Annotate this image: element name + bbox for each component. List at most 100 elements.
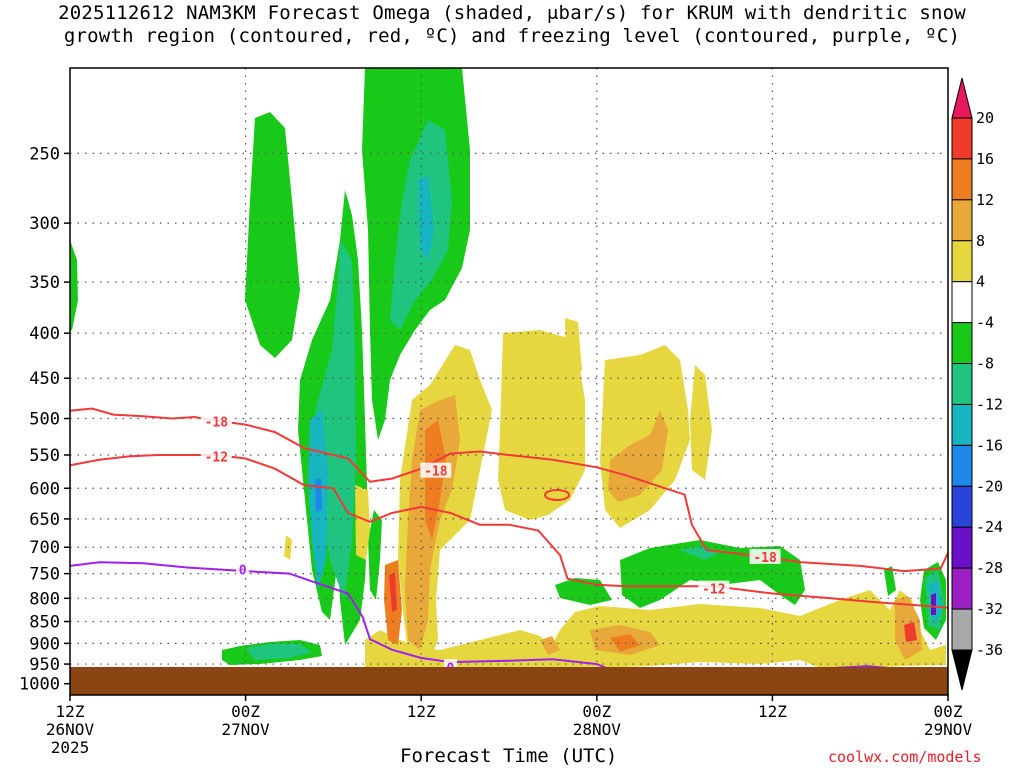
contour-label: -18	[205, 416, 229, 431]
y-tick-label: 250	[29, 144, 60, 164]
contour-label: -12	[702, 583, 725, 598]
y-tick-label: 350	[29, 273, 60, 293]
colorbar-label: 20	[976, 109, 994, 127]
colorbar-label: -8	[976, 355, 994, 373]
colorbar-label: -20	[976, 477, 1003, 495]
colorbar: 20 16 12 8 4 -4 -8 -12 -16 -20 -24 -28 -32 -36	[951, 77, 1003, 691]
omega-region-purple	[931, 593, 936, 615]
y-tick-label: 450	[29, 369, 60, 389]
contour-0	[70, 561, 612, 672]
colorbar-label: -12	[976, 395, 1003, 413]
x-tick-label: 00Z	[231, 702, 260, 721]
x-tick-label: 2025	[51, 738, 90, 757]
omega-region-yellow	[600, 345, 690, 528]
x-tick-label: 12Z	[56, 702, 85, 721]
omega-region-orange	[608, 410, 668, 502]
omega-region-yellow	[355, 485, 370, 560]
y-tick-label: 900	[29, 634, 60, 654]
contour-label-bg	[200, 413, 232, 429]
y-axis: 2503003504004505005506006507007508008509…	[19, 144, 70, 695]
colorbar-label: -28	[976, 559, 1003, 577]
colorbar-swatch	[951, 403, 973, 446]
contour-labels: -18-12-18-18-1200	[200, 413, 781, 676]
omega-region-green	[245, 112, 300, 358]
contour-label-bg	[749, 548, 781, 564]
chart-title-line-1: 2025112612 NAM3KM Forecast Omega (shaded…	[58, 2, 966, 24]
y-tick-label: 400	[29, 324, 60, 344]
omega-region-darkorange	[425, 420, 446, 540]
y-tick-label: 500	[29, 410, 60, 430]
contour-label-bg	[200, 448, 232, 464]
x-tick-label: 00Z	[582, 702, 611, 721]
colorbar-label: -36	[976, 641, 1003, 659]
colorbar-swatch	[951, 444, 973, 487]
colorbar-bottom-arrow	[951, 649, 973, 691]
colorbar-top-arrow	[951, 77, 973, 119]
colorbar-swatch	[951, 158, 973, 201]
chart-title-line-2: growth region (contoured, red, ºC) and f…	[63, 25, 961, 47]
contour-label-bg	[236, 561, 250, 577]
colorbar-swatch	[951, 363, 973, 405]
y-tick-label: 850	[29, 613, 60, 633]
y-tick-label: 950	[29, 655, 60, 675]
colorbar-label: -4	[976, 314, 994, 332]
omega-region-teal	[246, 644, 312, 660]
x-tick-label: 12Z	[758, 702, 787, 721]
omega-region-yellow	[365, 590, 946, 668]
x-tick-label: 12Z	[407, 702, 436, 721]
colorbar-label: -16	[976, 436, 1003, 454]
colorbar-label: 16	[976, 150, 994, 168]
y-tick-label: 800	[29, 589, 60, 609]
credit-link[interactable]: coolwx.com/models	[828, 748, 982, 766]
x-tick-label: 27NOV	[222, 720, 271, 739]
colorbar-label: 12	[976, 191, 994, 209]
colorbar-label: -24	[976, 518, 1003, 536]
omega-region-yellow	[565, 318, 582, 380]
contour-label: -18	[753, 551, 777, 566]
contour-small-loop	[544, 489, 570, 501]
y-tick-label: 750	[29, 565, 60, 585]
omega-region-yellow	[498, 330, 585, 520]
plot-frame	[69, 67, 949, 696]
colorbar-swatch	[951, 567, 973, 610]
contour-label-bg	[420, 462, 452, 478]
colorbar-label: 4	[976, 273, 985, 291]
y-tick-label: 600	[29, 479, 60, 499]
x-axis-title: Forecast Time (UTC)	[400, 745, 618, 767]
x-tick-label: 26NOV	[46, 720, 95, 739]
y-tick-label: 550	[29, 446, 60, 466]
omega-region-red	[904, 622, 917, 642]
colorbar-swatch	[951, 526, 973, 569]
omega-region-cyan	[418, 175, 434, 260]
omega-shading	[70, 68, 946, 670]
x-tick-label: 00Z	[934, 702, 963, 721]
colorbar-swatch	[951, 608, 973, 651]
colorbar-swatch	[951, 240, 973, 283]
contour-label: -18	[424, 465, 448, 480]
omega-region-blue	[315, 478, 322, 512]
colorbar-swatch	[951, 117, 973, 160]
x-tick-label: 28NOV	[573, 720, 622, 739]
omega-region-red	[389, 573, 397, 612]
y-tick-label: 1000	[19, 675, 60, 695]
x-tick-label: 29NOV	[924, 720, 973, 739]
colorbar-swatch	[951, 485, 973, 528]
contour-label-bg	[698, 580, 730, 596]
contour-label: -12	[205, 450, 228, 465]
omega-region-yellow	[690, 365, 712, 480]
colorbar-swatch	[951, 322, 973, 365]
colorbar-swatch	[951, 281, 973, 324]
colorbar-swatch	[951, 199, 973, 242]
omega-region-orange	[540, 636, 560, 655]
y-tick-label: 650	[29, 510, 60, 530]
colorbar-label: -32	[976, 600, 1003, 618]
terrain-ground	[70, 667, 948, 695]
omega-region-green	[70, 240, 78, 330]
colorbar-label: 8	[976, 232, 985, 250]
y-tick-label: 700	[29, 538, 60, 558]
omega-region-green	[884, 566, 896, 596]
omega-region-green	[368, 510, 382, 600]
y-tick-label: 300	[29, 214, 60, 234]
